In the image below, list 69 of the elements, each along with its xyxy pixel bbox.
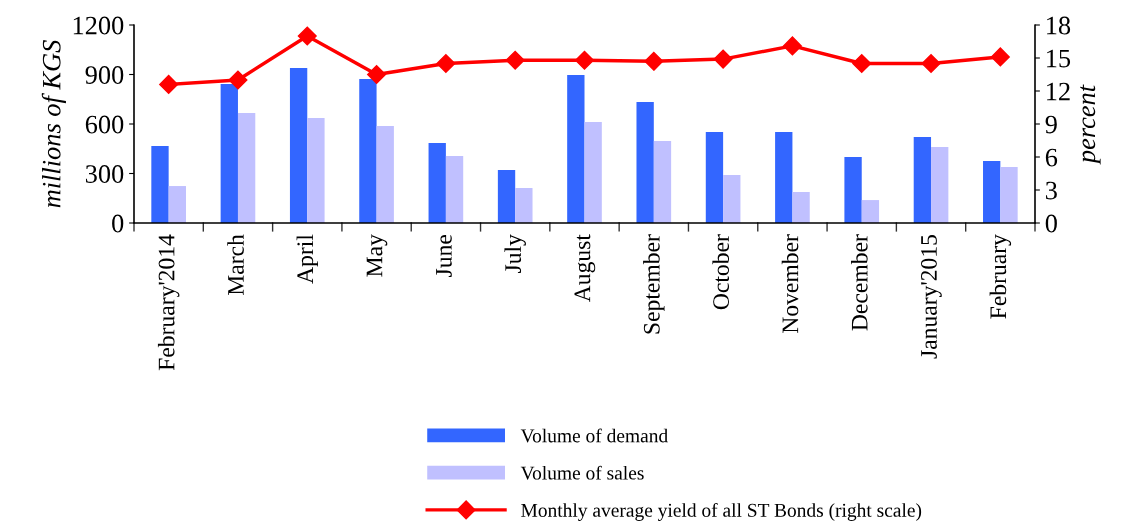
x-tick-label: February'2014 xyxy=(157,234,180,371)
point xyxy=(159,74,179,94)
y-tick-label: 0 xyxy=(112,214,124,233)
x-tick-label: December xyxy=(851,234,868,331)
bar xyxy=(237,112,256,223)
bar xyxy=(636,102,654,223)
y-tick-label: 1200 xyxy=(73,16,124,35)
x-tick-label: March xyxy=(227,234,244,296)
point xyxy=(921,53,941,74)
point xyxy=(574,50,595,70)
bar xyxy=(653,141,672,223)
x-tick-label: February xyxy=(989,234,1012,319)
bar xyxy=(168,186,186,223)
y-tick-label: 900 xyxy=(85,66,124,84)
bar xyxy=(359,78,377,223)
y-axis-title: millions of KGS xyxy=(41,40,66,208)
bar xyxy=(723,174,741,223)
x-tick-label: July xyxy=(504,234,526,273)
bar xyxy=(376,125,394,223)
bar xyxy=(844,157,862,223)
bar xyxy=(445,156,464,223)
x-tick-label: January'2015 xyxy=(920,235,942,359)
y2-tick-label: 15 xyxy=(1047,49,1071,68)
x-tick-label: May xyxy=(366,234,388,277)
y-tick-label: 600 xyxy=(85,115,124,134)
point xyxy=(713,49,733,69)
x-tick-label: October xyxy=(712,234,730,310)
legend-label: Volume of sales xyxy=(520,465,644,480)
y2-axis-title: percent xyxy=(1080,84,1101,165)
bar xyxy=(289,68,308,223)
bar xyxy=(775,132,793,223)
point xyxy=(990,47,1010,67)
y2-tick-label: 6 xyxy=(1045,148,1058,167)
point xyxy=(367,64,387,85)
y-tick-label: 300 xyxy=(85,165,124,183)
y2-tick-label: 3 xyxy=(1045,181,1057,200)
bar xyxy=(913,137,932,223)
x-tick-label: April xyxy=(296,234,318,284)
y2-tick-label: 0 xyxy=(1045,214,1057,233)
point xyxy=(505,50,525,70)
point xyxy=(852,53,872,74)
x-tick-label: August xyxy=(574,234,596,303)
y2-tick-label: 12 xyxy=(1047,82,1070,101)
point xyxy=(436,53,456,74)
point xyxy=(782,36,802,56)
point xyxy=(228,70,248,90)
point xyxy=(644,51,664,71)
bar xyxy=(983,160,1001,223)
bar xyxy=(220,84,238,223)
bar xyxy=(584,122,602,223)
bar xyxy=(1000,167,1018,223)
bar xyxy=(567,75,585,223)
x-tick-label: June xyxy=(436,234,452,277)
point xyxy=(297,26,317,46)
bar xyxy=(497,170,516,223)
bar xyxy=(151,145,169,223)
bar xyxy=(515,188,533,223)
x-tick-label: September xyxy=(643,234,665,334)
bar xyxy=(705,132,724,223)
x-tick-label: November xyxy=(781,234,799,334)
bar xyxy=(861,200,880,223)
bar xyxy=(792,191,810,223)
bar xyxy=(307,118,325,223)
bar xyxy=(931,146,949,223)
legend-label: Monthly average yield of all ST Bonds (right scale) xyxy=(521,502,922,521)
y2-tick-label: 18 xyxy=(1047,16,1071,35)
bar xyxy=(428,142,446,223)
y2-tick-label: 9 xyxy=(1045,115,1057,134)
legend-label: Volume of demand xyxy=(520,428,668,443)
